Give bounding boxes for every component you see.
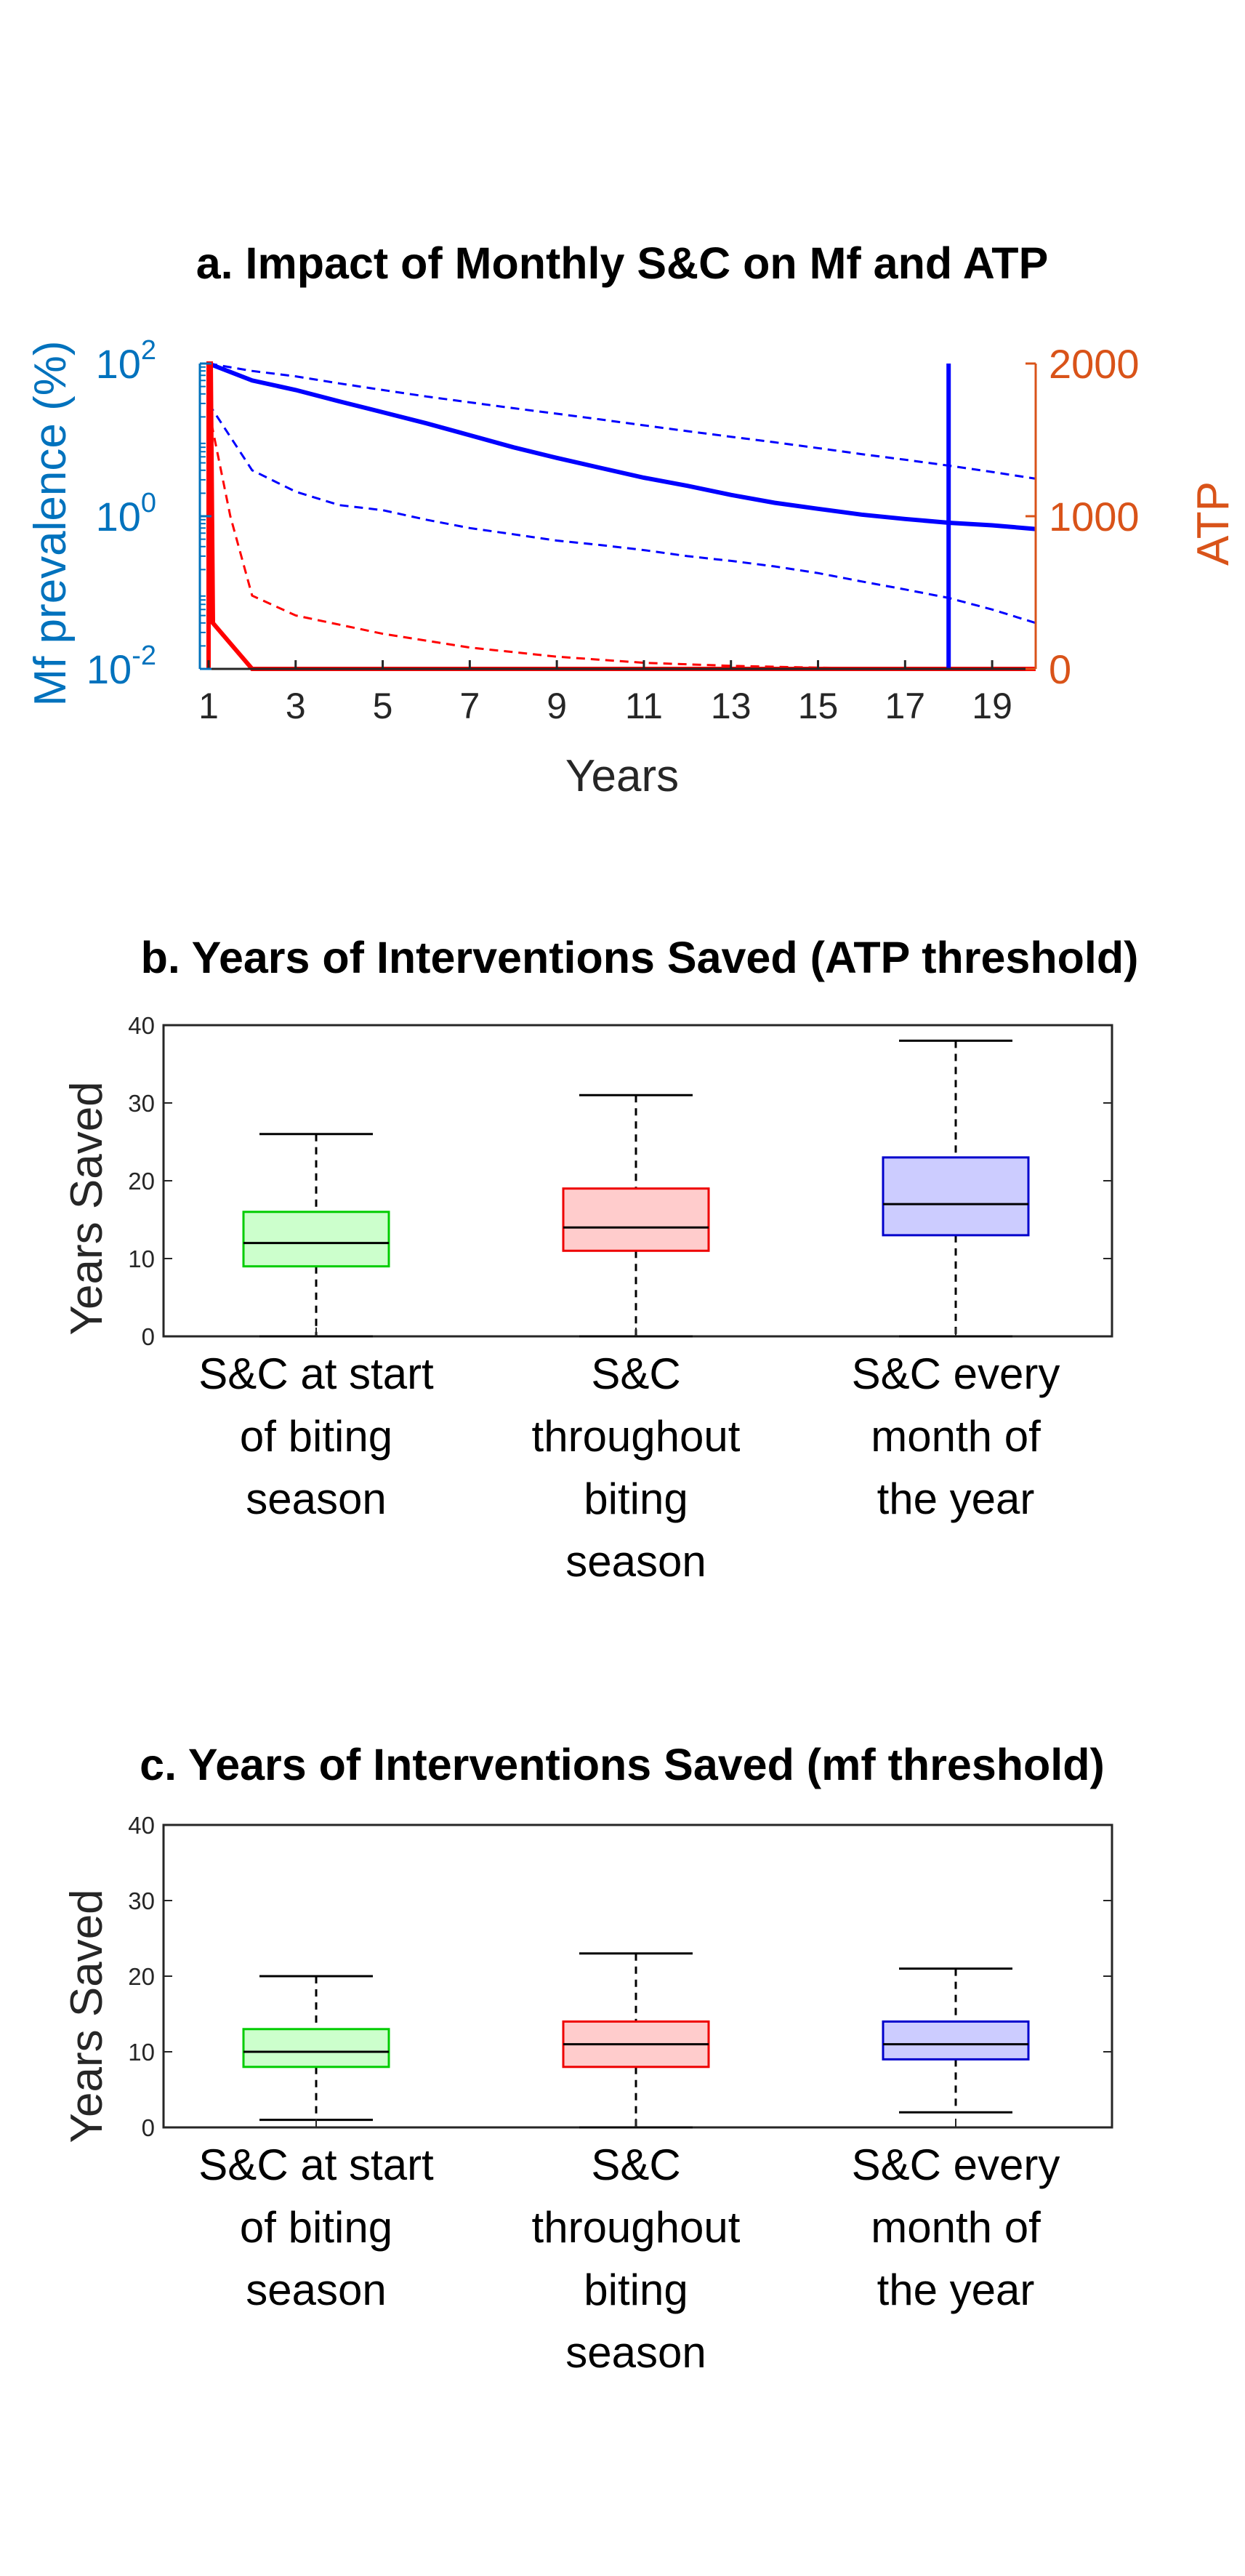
panel-a-x-tick-label: 17 — [885, 686, 926, 726]
box-iqr-2 — [882, 2020, 1030, 2061]
box-iqr-0 — [242, 1211, 390, 1268]
panel-a-x-tick-label: 11 — [625, 686, 663, 726]
y-tick-label: 30 — [128, 1887, 155, 1914]
panel-a-series-0 — [207, 361, 1036, 531]
category-label-line: S&C at start — [198, 2140, 434, 2189]
box-iqr-0 — [242, 2028, 390, 2069]
panel-b-box-chart: b. Years of Interventions Saved (ATP thr… — [62, 933, 1138, 1586]
panel-a-line-chart: a. Impact of Monthly S&C on Mf and ATP 1… — [25, 238, 1238, 801]
y-tick-label: 0 — [142, 2114, 155, 2141]
panel-a-x-tick-label: 5 — [373, 686, 393, 726]
panel-b-plot-area: 0 10 20 30 40 S&C at start of biting season S&C t… — [128, 1012, 1113, 1586]
y-tick-label: 40 — [128, 1812, 155, 1839]
panel-a-left-tick-label: 102 — [96, 335, 156, 387]
y-tick-label: 40 — [128, 1012, 155, 1039]
y-tick-label: 10 — [128, 2039, 155, 2066]
panel-c-title: c. Years of Interventions Saved (mf thre… — [140, 1740, 1105, 1789]
y-tick-label: 10 — [128, 1245, 155, 1272]
panel-b-title: b. Years of Interventions Saved (ATP thr… — [141, 933, 1139, 982]
panel-a-right-tick-label: 1000 — [1049, 494, 1140, 539]
category-label-line: S&C — [591, 2140, 680, 2189]
category-label-line: S&C every — [852, 2140, 1060, 2189]
panel-a-left-tick-label: 100 — [96, 488, 156, 539]
panel-a-series-4 — [207, 409, 1036, 670]
panel-c-y-axis-label: Years Saved — [62, 1889, 112, 2143]
panel-a-x-tick-label: 19 — [972, 686, 1012, 726]
category-label-line: of biting — [240, 2203, 392, 2252]
panel-a-series-1 — [208, 362, 1036, 480]
y-tick-label: 30 — [128, 1090, 155, 1117]
category-label-line: of biting — [240, 1412, 392, 1461]
panel-a-x-tick-label: 1 — [198, 686, 219, 726]
panel-a-x-tick-label: 9 — [547, 686, 567, 726]
y-tick-label: 20 — [128, 1963, 155, 1990]
panel-a-series-2 — [207, 403, 1036, 625]
panel-c-plot-area: 0 10 20 30 40 S&C at start of biting season S&C t… — [128, 1812, 1113, 2377]
category-label-line: month of — [871, 1412, 1041, 1461]
y-tick-label: 20 — [128, 1168, 155, 1195]
panel-c-box-chart: c. Years of Interventions Saved (mf thre… — [62, 1740, 1113, 2377]
panel-a-x-tick-label: 13 — [711, 686, 752, 726]
category-label-line: month of — [871, 2203, 1041, 2252]
category-label-line: season — [565, 1537, 706, 1586]
y-tick-label: 0 — [142, 1323, 155, 1350]
panel-a-right-tick-label: 2000 — [1049, 341, 1140, 387]
box-iqr-2 — [882, 1156, 1030, 1237]
category-label-line: throughout — [532, 1412, 741, 1461]
panel-a-x-axis-label: Years — [565, 751, 679, 801]
category-label-line: biting — [584, 2266, 688, 2314]
category-label-line: S&C at start — [198, 1349, 434, 1398]
category-label-line: the year — [877, 1474, 1035, 1523]
panel-a-right-tick-label: 0 — [1049, 646, 1071, 692]
panel-b-y-axis-label: Years Saved — [62, 1081, 112, 1335]
category-label-line: the year — [877, 2266, 1035, 2314]
category-label-line: S&C — [591, 1349, 680, 1398]
category-label-line: throughout — [532, 2203, 741, 2252]
box-iqr-1 — [562, 1187, 710, 1252]
category-label-line: season — [246, 2266, 386, 2314]
category-label-line: season — [565, 2328, 706, 2377]
panel-a-left-y-axis-label: Mf prevalence (%) — [25, 340, 76, 706]
panel-a-x-tick-label: 3 — [286, 686, 306, 726]
panel-a-x-tick-label: 7 — [459, 686, 480, 726]
panel-a-left-tick-label: 10-2 — [86, 641, 156, 692]
category-label-line: S&C every — [852, 1349, 1060, 1398]
panel-a-x-tick-label: 15 — [798, 686, 839, 726]
panel-a-right-y-axis-label: ATP — [1188, 481, 1238, 566]
panel-a-title: a. Impact of Monthly S&C on Mf and ATP — [196, 238, 1049, 288]
category-label-line: season — [246, 1474, 386, 1523]
category-label-line: biting — [584, 1474, 688, 1523]
